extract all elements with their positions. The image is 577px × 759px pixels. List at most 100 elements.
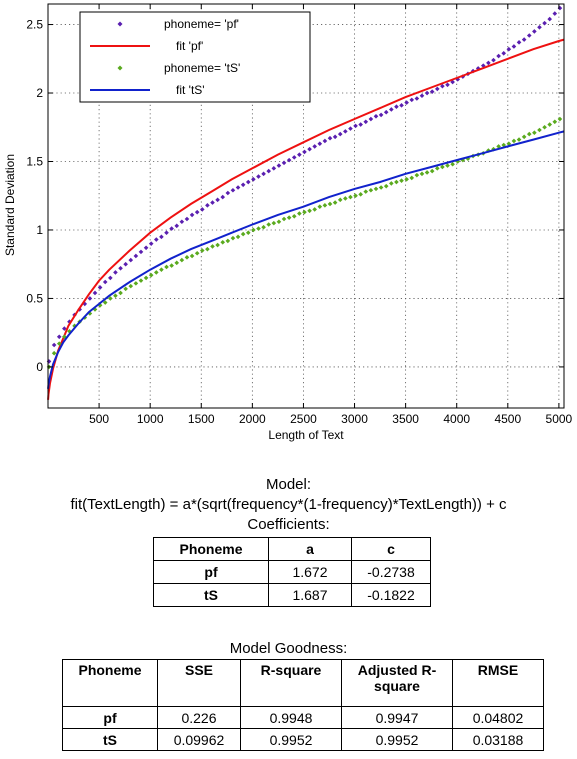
data-point bbox=[184, 216, 190, 222]
axes: 500 1000 1500 2000 2500 3000 3500 4000 4500 5000 0… bbox=[26, 3, 573, 426]
data-point bbox=[511, 138, 517, 144]
data-point bbox=[378, 112, 384, 118]
data-point bbox=[169, 263, 174, 268]
data-point bbox=[501, 142, 507, 148]
data-point bbox=[251, 176, 256, 182]
cell-sse: 0.09962 bbox=[157, 728, 241, 751]
data-point bbox=[363, 119, 369, 125]
data-point bbox=[46, 359, 52, 364]
data-point bbox=[210, 200, 215, 205]
data-point bbox=[51, 342, 57, 348]
data-point bbox=[552, 119, 558, 125]
x-axis-label: Length of Text bbox=[268, 428, 344, 442]
data-point bbox=[526, 131, 532, 137]
data-point bbox=[409, 97, 415, 103]
cell-r-square: 0.9952 bbox=[240, 728, 342, 751]
data-point bbox=[174, 223, 180, 229]
data-point bbox=[256, 174, 261, 179]
data-point bbox=[317, 141, 323, 146]
data-point bbox=[199, 248, 205, 253]
data-point bbox=[307, 146, 312, 152]
data-point bbox=[516, 137, 522, 142]
data-point bbox=[322, 203, 328, 208]
header-r-square: R-square bbox=[240, 659, 342, 707]
data-point bbox=[373, 186, 379, 192]
header-rmse: RMSE bbox=[452, 659, 544, 707]
cell-rmse: 0.04802 bbox=[452, 706, 544, 729]
model-equation: fit(TextLength) = a*(sqrt(frequency*(1-f… bbox=[70, 496, 507, 513]
data-point bbox=[108, 275, 113, 281]
x-tick-label: 1500 bbox=[188, 412, 215, 426]
data-point bbox=[92, 290, 98, 296]
data-point bbox=[424, 170, 430, 175]
data-point bbox=[297, 211, 302, 216]
data-point bbox=[419, 93, 425, 99]
data-point bbox=[118, 266, 123, 271]
data-point bbox=[291, 213, 297, 219]
data-point bbox=[261, 224, 266, 230]
x-tick-label: 500 bbox=[89, 412, 109, 426]
legend-label-3: fit 'tS' bbox=[176, 83, 205, 97]
data-point bbox=[51, 350, 57, 356]
series-line-3 bbox=[47, 130, 565, 389]
x-tick-label: 2500 bbox=[290, 412, 317, 426]
x-tick-label: 5000 bbox=[546, 412, 573, 426]
x-tick-label: 1000 bbox=[137, 412, 164, 426]
data-point bbox=[389, 107, 394, 112]
data-point bbox=[286, 157, 292, 163]
data-point bbox=[240, 231, 246, 237]
cell-phoneme: pf bbox=[153, 560, 269, 584]
data-point bbox=[332, 200, 338, 205]
data-point bbox=[332, 134, 338, 140]
legend-box bbox=[79, 11, 311, 103]
data-point bbox=[87, 311, 93, 316]
data-point bbox=[496, 53, 501, 59]
legend-label-0: phoneme= 'pf' bbox=[164, 17, 239, 31]
model-title: Model: bbox=[265, 476, 312, 493]
x-tick-label: 4000 bbox=[443, 412, 470, 426]
data-point bbox=[399, 178, 404, 183]
chart: 500 1000 1500 2000 2500 3000 3500 4000 4500 5000 0… bbox=[3, 3, 573, 442]
cell-phoneme: tS bbox=[62, 728, 158, 751]
data-point bbox=[394, 104, 399, 110]
data-point bbox=[169, 226, 174, 231]
data-point bbox=[220, 194, 226, 200]
data-point bbox=[440, 164, 445, 170]
data-point bbox=[445, 82, 450, 88]
data-point bbox=[450, 161, 455, 167]
data-point bbox=[511, 44, 517, 49]
data-point bbox=[210, 244, 215, 249]
data-point bbox=[215, 242, 220, 248]
data-point bbox=[445, 163, 450, 168]
data-point bbox=[368, 187, 374, 193]
x-tick-label: 3500 bbox=[392, 412, 419, 426]
cell-a: 1.672 bbox=[268, 560, 352, 584]
data-point bbox=[128, 257, 134, 263]
data-point bbox=[220, 239, 226, 245]
data-point bbox=[348, 194, 353, 200]
table-header-row: Phoneme a c bbox=[153, 537, 431, 561]
cell-sse: 0.226 bbox=[157, 706, 241, 729]
data-point bbox=[343, 129, 348, 134]
data-point bbox=[337, 131, 343, 137]
series-line-1 bbox=[47, 38, 565, 400]
data-point bbox=[419, 171, 425, 177]
data-point bbox=[526, 33, 532, 38]
data-point bbox=[317, 204, 323, 209]
data-point bbox=[404, 176, 409, 182]
data-point bbox=[215, 197, 220, 203]
data-point bbox=[537, 127, 542, 133]
data-point bbox=[312, 144, 317, 149]
goodness-table: Phoneme SSE R-square Adjusted R-square R… bbox=[62, 659, 544, 751]
data-point bbox=[225, 238, 231, 244]
data-point bbox=[434, 166, 440, 171]
data-point bbox=[286, 215, 292, 220]
cell-phoneme: tS bbox=[153, 583, 269, 607]
table-row: pf 1.672 -0.2738 bbox=[153, 560, 431, 584]
plot-frame bbox=[47, 3, 565, 409]
data-point bbox=[521, 134, 527, 140]
data-point bbox=[194, 250, 200, 256]
data-point bbox=[189, 253, 195, 259]
data-point bbox=[552, 11, 558, 16]
data-point bbox=[261, 171, 266, 177]
